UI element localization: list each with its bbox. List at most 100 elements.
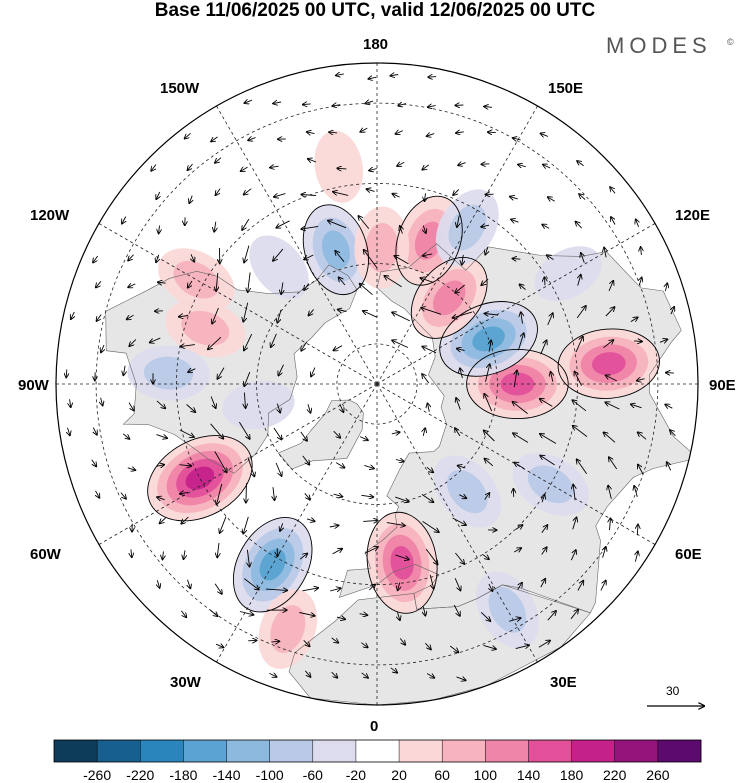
label-60e: 60E [675,546,702,563]
wind-arrow [302,588,319,591]
wind-arrow [188,369,196,373]
colorbar-tick-label: 60 [434,767,450,783]
wind-arrow [420,278,434,283]
wind-arrow [163,551,164,559]
colorbar [53,739,702,763]
brand-logo: MODES [606,33,712,58]
wind-arrow [514,463,525,470]
wind-arrow [638,465,644,475]
colorbar-swatch [226,740,270,762]
wind-arrow [427,134,435,137]
wind-arrow [428,77,437,78]
colorbar-swatch [355,740,400,762]
wind-arrow [484,107,493,108]
wind-arrow [217,367,225,379]
wind-arrow [215,157,222,163]
wind-arrow [212,307,219,324]
wind-arrow [159,225,160,234]
wind-arrow [93,427,97,435]
wind-arrow [515,645,529,650]
wind-arrow [386,522,405,526]
wind-arrow [605,402,620,410]
wind-arrow [269,673,276,677]
wind-arrow [181,610,186,617]
wind-arrow [214,221,216,232]
wind-arrow [363,311,378,318]
anomaly-contour [557,328,660,399]
wind-arrow [209,609,218,616]
wind-arrow [332,105,341,106]
wind-arrow [96,281,102,287]
wind-arrow [573,426,588,437]
wind-arrow [575,372,582,386]
wind-arrow [510,197,518,199]
label-150w: 150W [160,80,200,97]
wind-arrow [485,459,494,467]
wind-arrow [604,432,616,443]
wind-arrow [156,434,167,439]
wind-arrow [453,189,460,196]
wind-arrow [538,641,550,648]
wind-arrow [68,427,70,436]
wind-arrow [577,161,584,167]
wind-arrow [70,399,71,407]
wind-arrow [301,341,308,351]
wind-arrow [277,403,280,413]
wind-arrow [242,218,250,230]
wind-arrow [606,375,617,382]
wind-arrow [273,102,282,104]
wind-arrow [363,520,377,521]
wind-arrow [547,611,556,621]
wind-arrow [337,168,347,169]
wind-arrow [179,429,194,437]
wind-arrow [271,641,280,642]
wind-arrow [273,248,284,261]
wind-arrow [521,312,523,324]
wind-arrow [462,254,464,265]
colorbar-tick-label: 180 [559,767,584,783]
wind-arrow [156,465,164,467]
wind-arrow [428,106,436,108]
wind-arrow [570,610,578,620]
wind-arrow [158,282,166,283]
wind-arrow [605,307,615,317]
wind-arrow [128,254,134,261]
wind-arrow [184,550,186,559]
wind-arrow [333,192,349,196]
wind-arrow [359,437,368,441]
wind-arrow [244,578,258,590]
wind-arrow [422,521,439,532]
wind-arrow [485,246,488,255]
wind-arrow [239,421,249,439]
wind-arrow [303,104,311,105]
wind-arrow [247,457,255,476]
wind-arrow [611,217,615,225]
wind-arrow [336,74,344,76]
wind-arrow [93,255,99,263]
wind-arrow [665,283,667,292]
wind-arrow [329,588,341,591]
wind-arrow [304,670,310,677]
colorbar-tick-label: 20 [391,767,407,783]
label-30e: 30E [550,674,577,691]
wind-arrow [120,492,126,499]
colorbar-tick-label: -60 [302,767,323,783]
wind-arrow [425,548,437,564]
anomaly-center [222,380,295,430]
wind-arrow [335,462,344,468]
wind-arrow [480,611,490,621]
wind-arrow [570,550,576,561]
colorbar-swatch [183,740,227,762]
wind-arrow [543,165,551,169]
anomaly-contour [302,204,369,296]
wind-arrow [331,637,339,643]
label-90w: 90W [18,377,49,394]
colorbar-swatch [571,740,616,762]
wind-arrow [454,578,460,590]
colorbar-tick-label: -100 [255,767,284,783]
label-90e: 90E [709,377,736,394]
wind-arrow [217,483,223,505]
wind-arrow [423,606,425,616]
wind-arrow [397,162,405,166]
wind-arrow [485,314,499,316]
